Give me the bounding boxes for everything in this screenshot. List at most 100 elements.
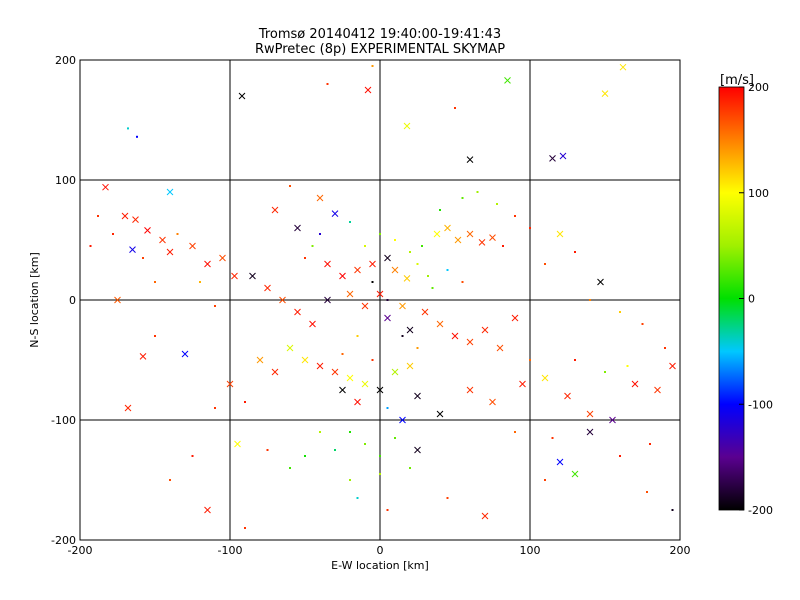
data-point-dot bbox=[341, 353, 344, 355]
data-point-dot bbox=[401, 335, 404, 337]
data-point-cross bbox=[601, 90, 609, 97]
data-point-cross bbox=[331, 368, 339, 376]
data-point-cross bbox=[391, 368, 399, 376]
data-point-cross bbox=[504, 77, 511, 84]
data-point-dot bbox=[386, 509, 389, 511]
data-point-cross bbox=[271, 206, 279, 214]
data-point-cross bbox=[384, 254, 391, 262]
data-point-cross bbox=[354, 266, 361, 274]
data-point-cross bbox=[364, 86, 372, 94]
data-point-dot bbox=[89, 245, 92, 247]
data-point-cross bbox=[204, 506, 211, 514]
data-point-dot bbox=[394, 239, 396, 241]
data-point-cross bbox=[204, 260, 211, 268]
data-point-cross bbox=[286, 344, 294, 352]
data-point-cross bbox=[121, 212, 129, 220]
data-point-dot bbox=[476, 191, 479, 193]
data-point-cross bbox=[384, 314, 391, 322]
data-point-cross bbox=[489, 234, 496, 241]
data-point-dot bbox=[214, 305, 216, 307]
data-point-dot bbox=[349, 431, 351, 433]
data-point-cross bbox=[631, 380, 639, 388]
data-point-cross bbox=[159, 236, 166, 244]
x-axis-label: E-W location [km] bbox=[331, 559, 429, 572]
data-point-cross bbox=[436, 320, 444, 328]
data-point-dot bbox=[319, 233, 321, 235]
data-point-dot bbox=[364, 443, 366, 445]
data-point-cross bbox=[279, 296, 286, 304]
x-tick-label: 200 bbox=[670, 544, 691, 557]
data-point-cross bbox=[346, 290, 354, 298]
x-tick-label: -100 bbox=[218, 544, 243, 557]
data-point-cross bbox=[556, 230, 564, 238]
data-point-cross bbox=[324, 296, 331, 304]
data-point-dot bbox=[154, 335, 156, 337]
data-point-cross bbox=[129, 246, 136, 253]
data-point-dot bbox=[461, 281, 464, 283]
colorbar-tick-label: 200 bbox=[748, 81, 769, 94]
data-point-dot bbox=[641, 323, 644, 325]
y-tick-label: 100 bbox=[55, 174, 76, 187]
data-point-dot bbox=[371, 281, 374, 283]
data-point-dot bbox=[646, 491, 648, 493]
data-point-cross bbox=[414, 392, 421, 400]
chart-title: Tromsø 20140412 19:40:00-19:41:43 bbox=[258, 27, 501, 42]
data-point-cross bbox=[124, 404, 132, 412]
data-point-cross bbox=[181, 350, 189, 358]
data-point-cross bbox=[132, 216, 139, 223]
data-point-dot bbox=[409, 467, 411, 469]
data-point-cross bbox=[376, 290, 384, 298]
data-point-dot bbox=[574, 251, 576, 253]
data-point-cross bbox=[324, 260, 331, 268]
data-point-cross bbox=[421, 308, 429, 316]
colorbar-label: [m/s] bbox=[720, 73, 754, 88]
colorbar-tick-label: 0 bbox=[748, 293, 755, 306]
data-point-cross bbox=[541, 374, 549, 382]
data-point-cross bbox=[481, 326, 489, 334]
data-point-dot bbox=[349, 479, 351, 481]
data-point-dot bbox=[356, 497, 359, 499]
data-point-dot bbox=[416, 347, 419, 349]
data-point-cross bbox=[331, 210, 339, 217]
data-point-dot bbox=[176, 233, 179, 235]
data-point-cross bbox=[669, 362, 676, 370]
data-point-cross bbox=[564, 392, 571, 400]
data-point-cross bbox=[496, 344, 504, 352]
data-point-cross bbox=[549, 155, 556, 162]
data-point-dot bbox=[409, 251, 411, 253]
data-point-dot bbox=[304, 455, 306, 457]
data-point-cross bbox=[586, 428, 594, 436]
data-point-cross bbox=[294, 224, 301, 232]
data-point-dot bbox=[446, 497, 449, 499]
data-point-dot bbox=[154, 281, 156, 283]
data-point-cross bbox=[481, 512, 489, 520]
data-point-dot bbox=[386, 407, 389, 409]
data-point-cross bbox=[114, 296, 121, 304]
data-point-cross bbox=[609, 416, 616, 424]
data-point-cross bbox=[519, 380, 526, 388]
data-point-cross bbox=[466, 230, 474, 238]
data-point-dot bbox=[416, 263, 419, 265]
data-point-dot bbox=[169, 479, 171, 481]
data-point-cross bbox=[226, 380, 234, 388]
data-point-dot bbox=[127, 127, 129, 130]
data-point-dot bbox=[289, 185, 291, 187]
data-point-cross bbox=[451, 332, 459, 340]
x-axis-ticks: -200 -100 0 100 200 bbox=[68, 544, 691, 557]
data-point-cross bbox=[301, 356, 309, 364]
data-point-cross bbox=[511, 314, 519, 322]
data-point-dot bbox=[664, 347, 666, 349]
data-point-dot bbox=[421, 245, 423, 247]
data-point-dot bbox=[379, 473, 381, 475]
data-point-cross bbox=[436, 410, 444, 418]
data-point-cross bbox=[619, 63, 627, 71]
data-point-cross bbox=[444, 224, 451, 232]
data-point-dot bbox=[604, 371, 606, 373]
data-point-cross bbox=[597, 278, 604, 286]
data-point-cross bbox=[369, 260, 376, 268]
data-point-dot bbox=[199, 281, 201, 283]
data-point-dot bbox=[394, 437, 396, 439]
data-point-cross bbox=[466, 386, 474, 394]
data-point-cross bbox=[339, 386, 346, 394]
